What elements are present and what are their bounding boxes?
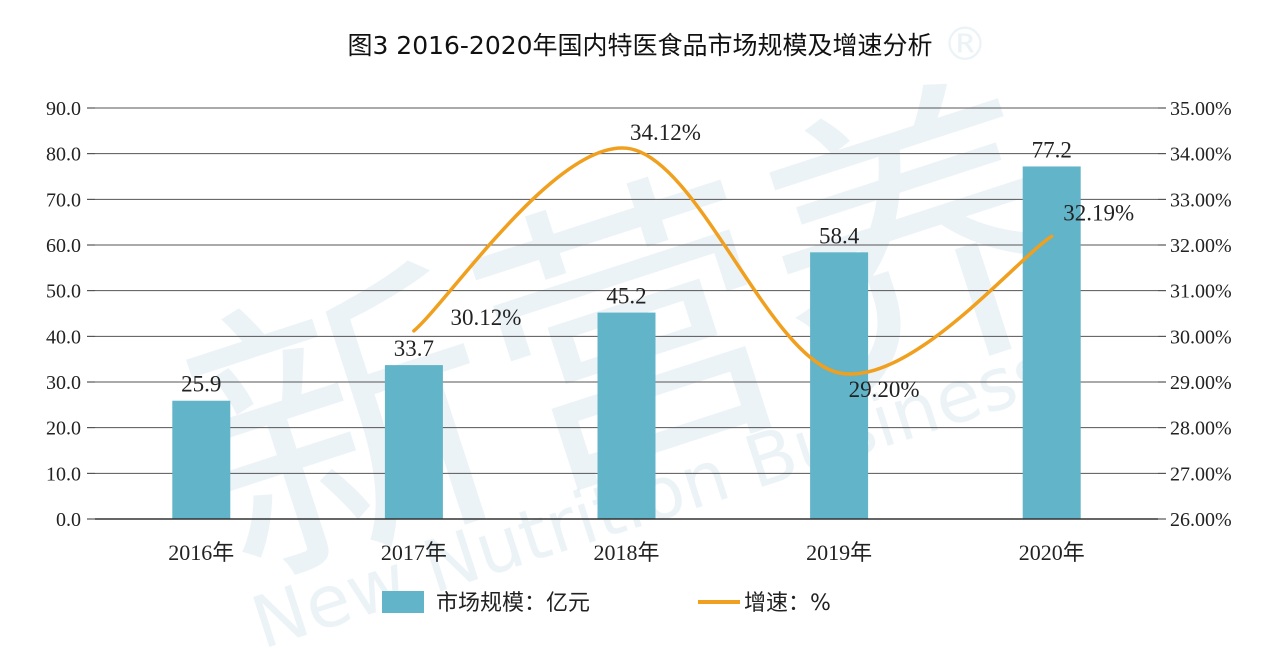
bar-value-label: 58.4 [819,223,860,248]
y-left-tick-label: 50.0 [46,281,81,303]
y-right-tick-label: 30.00% [1170,326,1232,348]
y-right-tick-label: 34.00% [1170,144,1232,166]
axes: 0.0 10.0 20.0 30.0 40.0 50.0 60.0 70.0 80.0 90.0 2… [46,98,1232,565]
growth-value-label: 32.19% [1063,200,1134,225]
y-left-tick-label: 70.0 [46,189,81,211]
growth-point [837,371,841,375]
y-left-tick-label: 40.0 [46,326,81,348]
bar-2020 [1022,166,1081,519]
x-tick-label: 2020年 [1019,540,1085,565]
y-left-tick-label: 60.0 [46,235,81,257]
growth-line-path [412,146,1054,376]
bar-2017 [384,365,443,519]
bar-2019 [810,252,869,519]
bar-value-label: 25.9 [181,372,221,397]
y-right-tick-label: 26.00% [1170,509,1232,531]
y-right-tick-label: 28.00% [1170,418,1232,440]
bar-value-label: 45.2 [606,284,646,309]
y-left-tick-label: 20.0 [46,418,81,440]
bars [172,166,1081,519]
y-left-tick-label: 30.0 [46,372,81,394]
y-right-tick-label: 27.00% [1170,463,1232,485]
chart-title: 图3 2016-2020年国内特医食品市场规模及增速分析 [347,31,932,60]
legend-bar-label: 市场规模：亿元 [436,591,590,616]
growth-point [412,329,416,333]
y-left-tick-label: 90.0 [46,98,81,120]
legend-line-label: 增速：% [744,591,831,616]
bar-value-label: 77.2 [1032,137,1072,162]
y-right-tick-label: 31.00% [1170,281,1232,303]
bar-value-label: 33.7 [394,336,434,361]
growth-line [412,146,1054,376]
x-tick-label: 2017年 [381,540,447,565]
y-right-tick-label: 29.00% [1170,372,1232,394]
y-right-tick-label: 35.00% [1170,98,1232,120]
x-tick-label: 2016年 [168,540,234,565]
bar-2016 [172,400,231,519]
x-tick-label: 2018年 [593,540,659,565]
x-tick-label: 2019年 [806,540,872,565]
y-left-tick-label: 80.0 [46,144,81,166]
y-right-tick-label: 33.00% [1170,189,1232,211]
legend-bar-swatch [382,591,424,613]
y-left-tick-label: 0.0 [56,509,81,531]
growth-point [1050,234,1054,238]
y-right-tick-label: 32.00% [1170,235,1232,257]
growth-value-label: 29.20% [849,377,920,402]
legend: 市场规模：亿元 增速：% [382,591,831,616]
data-labels: 25.9 33.7 45.2 58.4 77.2 30.12% 34.12% 29.20% 32… [181,120,1134,402]
growth-value-label: 30.12% [450,305,521,330]
y-left-tick-label: 10.0 [46,463,81,485]
bar-2018 [597,312,656,519]
growth-value-label: 34.12% [630,120,701,145]
watermark-registered-mark: ® [942,17,988,71]
growth-point [625,146,628,150]
